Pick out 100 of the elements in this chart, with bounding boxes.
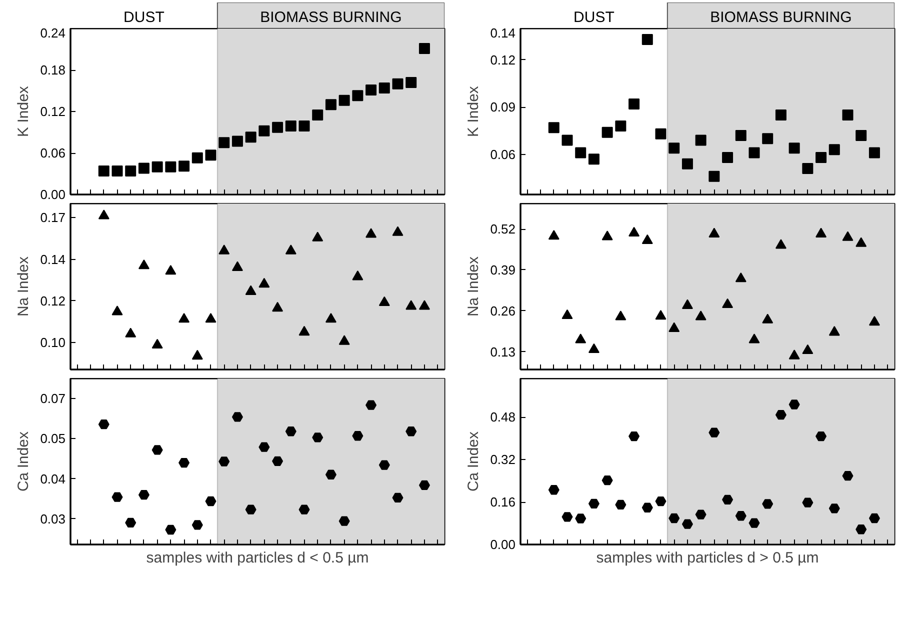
y-tick-label: 0.24 <box>40 26 66 40</box>
point <box>802 344 814 354</box>
point <box>668 322 680 332</box>
point <box>258 125 270 136</box>
point <box>735 511 746 521</box>
point <box>125 165 136 176</box>
point <box>298 504 310 514</box>
point <box>378 296 390 306</box>
y-tick-label: 0.48 <box>490 410 516 425</box>
point <box>152 338 163 349</box>
point <box>312 432 324 442</box>
point <box>655 496 666 506</box>
point <box>602 230 613 240</box>
point <box>562 309 573 320</box>
point <box>788 350 800 360</box>
point <box>722 298 734 308</box>
point <box>378 82 390 94</box>
y-tick-label: 0.16 <box>490 494 516 510</box>
point <box>828 504 840 514</box>
y-tick-label: 0.06 <box>40 146 66 160</box>
point <box>178 160 190 172</box>
y-tick-label: 0.13 <box>490 344 516 360</box>
point <box>312 109 324 120</box>
point <box>205 150 216 161</box>
y-tick-label: 0.52 <box>490 222 516 237</box>
point <box>788 400 800 410</box>
text: BIOMASS BURNING <box>260 8 402 26</box>
point <box>418 300 430 310</box>
point <box>192 152 203 164</box>
point <box>775 410 786 420</box>
point <box>192 350 203 360</box>
y-tick-label: 0.12 <box>40 104 66 119</box>
point <box>245 132 256 143</box>
point <box>575 514 586 524</box>
y-axis-title: Na Index <box>465 256 482 317</box>
point <box>562 512 573 522</box>
point <box>378 460 390 470</box>
point <box>406 76 417 88</box>
point <box>695 310 706 320</box>
y-tick-label: 0.07 <box>40 391 66 406</box>
y-tick-label: 0.12 <box>490 52 516 68</box>
point <box>406 426 417 436</box>
y-tick-label: 0.18 <box>40 62 66 78</box>
y-axis-title: K Index <box>15 86 32 137</box>
point <box>232 412 243 422</box>
point <box>285 120 296 132</box>
point <box>112 306 123 316</box>
point <box>762 314 774 324</box>
point <box>232 261 243 271</box>
point <box>298 120 310 132</box>
point <box>548 230 560 240</box>
point <box>828 326 840 336</box>
point <box>762 499 774 509</box>
y-tick-label: 0.00 <box>490 537 516 552</box>
y-axis-title: Ca Index <box>465 430 482 492</box>
point <box>775 239 786 249</box>
point <box>165 524 176 535</box>
point <box>152 161 163 172</box>
point <box>856 524 867 534</box>
point <box>325 99 336 110</box>
point <box>338 94 350 106</box>
point <box>868 316 880 326</box>
point <box>366 84 377 96</box>
point <box>232 136 243 147</box>
point <box>258 442 270 452</box>
point <box>615 500 626 510</box>
point <box>695 510 706 520</box>
point <box>325 313 336 323</box>
point <box>366 400 377 410</box>
y-tick-label: 0.32 <box>490 452 516 468</box>
point <box>138 490 150 500</box>
y-tick-label: 0.14 <box>40 252 66 267</box>
y-tick-label: 0.05 <box>40 431 66 446</box>
point <box>325 470 336 480</box>
point <box>338 335 350 345</box>
point <box>218 137 230 148</box>
point <box>165 264 176 275</box>
point <box>642 502 653 512</box>
point <box>112 492 123 502</box>
point <box>628 431 640 442</box>
point <box>856 237 867 247</box>
point <box>352 90 364 102</box>
point <box>575 334 586 344</box>
point <box>205 313 216 323</box>
point <box>98 210 110 220</box>
point <box>125 518 136 528</box>
point <box>668 513 680 524</box>
y-tick-label: 0.06 <box>490 146 516 162</box>
point <box>392 78 404 90</box>
y-axis-title: Na Index <box>15 256 32 317</box>
point <box>272 122 284 133</box>
point <box>722 494 734 505</box>
point <box>192 520 203 530</box>
point <box>655 310 666 320</box>
x-axis-title: samples with particles d < 0.5 µm <box>146 550 369 566</box>
point <box>748 334 760 344</box>
point <box>272 456 284 466</box>
point <box>218 244 230 254</box>
point <box>245 504 256 514</box>
point <box>285 244 296 254</box>
